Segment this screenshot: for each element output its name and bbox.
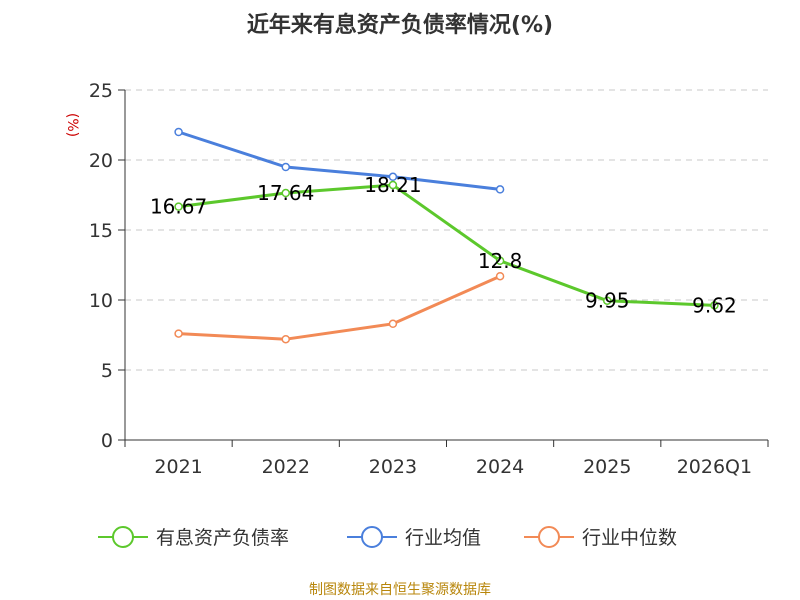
data-label: 18.21 xyxy=(364,173,421,197)
legend-marker xyxy=(113,527,133,547)
legend-item-0: 有息资产负债率 xyxy=(98,527,289,549)
legend-marker xyxy=(362,527,382,547)
data-point xyxy=(282,336,289,343)
y-tick-label: 5 xyxy=(101,360,113,382)
y-tick-label: 15 xyxy=(89,220,113,242)
y-unit-label: (%) xyxy=(64,113,80,137)
data-point xyxy=(497,273,504,280)
data-label: 16.67 xyxy=(150,195,207,219)
y-tick-label: 25 xyxy=(89,80,113,102)
legend-item-1: 行业均值 xyxy=(347,527,481,549)
legend-label: 行业中位数 xyxy=(582,527,677,549)
x-tick-label: 2025 xyxy=(583,456,631,478)
x-tick-label: 2022 xyxy=(262,456,310,478)
legend-label: 有息资产负债率 xyxy=(156,527,289,549)
data-labels: 16.67 17.64 18.21 12.8 9.95 9.62 xyxy=(150,173,737,317)
x-tick-label: 2024 xyxy=(476,456,524,478)
y-tick-label: 0 xyxy=(101,430,113,452)
data-point xyxy=(389,320,396,327)
data-point xyxy=(175,330,182,337)
data-label: 17.64 xyxy=(257,181,314,205)
legend: 有息资产负债率 行业均值 行业中位数 xyxy=(98,527,677,549)
data-label: 9.95 xyxy=(585,289,630,313)
series-line xyxy=(179,276,501,339)
series-2 xyxy=(175,273,504,343)
source-note: 制图数据来自恒生聚源数据库 xyxy=(309,582,491,598)
series-line xyxy=(179,132,501,189)
x-tick-label: 2026Q1 xyxy=(677,456,752,478)
data-point xyxy=(175,129,182,136)
data-label: 9.62 xyxy=(692,293,737,317)
series-1 xyxy=(175,129,504,193)
y-tick-label: 10 xyxy=(89,290,113,312)
legend-item-2: 行业中位数 xyxy=(524,527,677,549)
legend-label: 行业均值 xyxy=(405,527,481,549)
data-point xyxy=(497,186,504,193)
grid-lines xyxy=(125,90,768,370)
x-tick-label: 2023 xyxy=(369,456,417,478)
legend-marker xyxy=(539,527,559,547)
data-label: 12.8 xyxy=(478,249,523,273)
y-tick-label: 20 xyxy=(89,150,113,172)
chart-title: 近年来有息资产负债率情况(%) xyxy=(247,12,553,38)
data-point xyxy=(282,164,289,171)
series-group xyxy=(175,129,718,343)
x-tick-label: 2021 xyxy=(154,456,202,478)
